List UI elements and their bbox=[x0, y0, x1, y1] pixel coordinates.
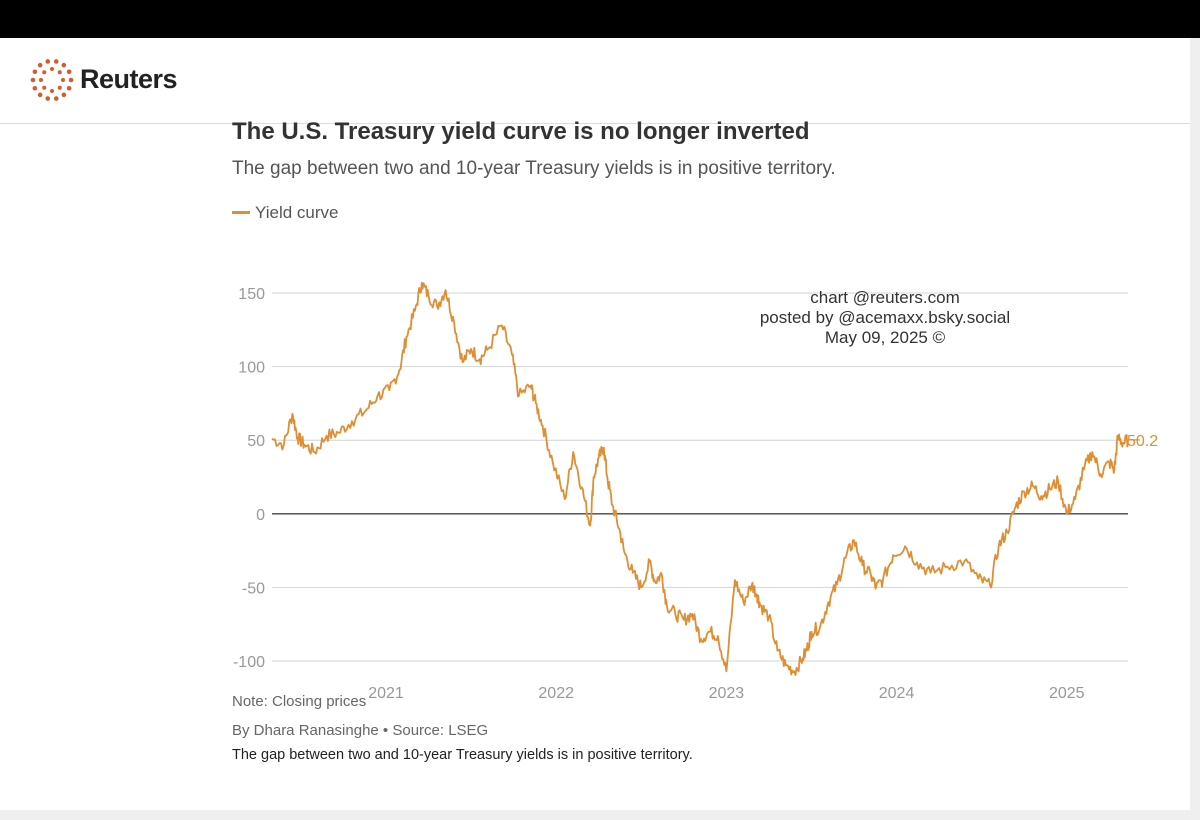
site-header: Reuters bbox=[0, 38, 1190, 124]
y-tick-label: 50 bbox=[247, 433, 265, 450]
y-tick-label: 150 bbox=[238, 286, 265, 303]
chart-legend: Yield curve bbox=[232, 203, 338, 223]
logo-dot bbox=[45, 59, 51, 64]
x-tick-label: 2021 bbox=[368, 685, 404, 702]
logo-dot bbox=[30, 77, 36, 83]
caption: The gap between two and 10-year Treasury… bbox=[232, 747, 693, 763]
watermark-line-2: posted by @acemaxx.bsky.social bbox=[759, 308, 1011, 327]
watermark: chart @reuters.com posted by @acemaxx.bs… bbox=[700, 288, 1070, 348]
x-tick-label: 2023 bbox=[709, 685, 745, 702]
reuters-logo-icon[interactable] bbox=[30, 58, 74, 102]
watermark-line-1: chart @reuters.com bbox=[810, 288, 960, 307]
logo-dot bbox=[50, 67, 54, 71]
logo-dot bbox=[32, 69, 38, 75]
logo-dot bbox=[57, 70, 62, 75]
logo-dot bbox=[39, 78, 43, 82]
logo-dot bbox=[53, 59, 59, 64]
brand-name[interactable]: Reuters bbox=[80, 64, 178, 94]
y-tick-label: 100 bbox=[238, 360, 265, 377]
logo-dot bbox=[61, 62, 67, 68]
chart-subtitle: The gap between two and 10-year Treasury… bbox=[232, 158, 836, 179]
logo-dot bbox=[32, 85, 38, 91]
logo-dot bbox=[50, 89, 54, 93]
y-tick-label: -100 bbox=[233, 654, 265, 671]
logo-dot bbox=[61, 78, 65, 82]
logo-dot bbox=[68, 77, 74, 83]
y-tick-label: -50 bbox=[242, 580, 265, 597]
y-tick-label: 0 bbox=[256, 507, 265, 524]
end-value-label: 50.2 bbox=[1127, 433, 1158, 450]
byline-source: By Dhara Ranasinghe • Source: LSEG bbox=[232, 722, 489, 739]
top-black-bar bbox=[0, 0, 1200, 38]
footnote: Note: Closing prices bbox=[232, 693, 367, 710]
legend-label: Yield curve bbox=[255, 203, 339, 222]
legend-swatch bbox=[232, 210, 250, 214]
logo-dot bbox=[66, 69, 72, 75]
logo-dot bbox=[57, 85, 62, 90]
watermark-line-3: May 09, 2025 © bbox=[824, 328, 946, 347]
logo-dot bbox=[61, 92, 67, 98]
logo-dot bbox=[45, 96, 51, 101]
logo-dot bbox=[53, 96, 59, 101]
x-tick-label: 2024 bbox=[879, 685, 915, 702]
series-line-yield-curve bbox=[271, 281, 1129, 676]
logo-dot bbox=[42, 70, 47, 75]
logo-dot bbox=[42, 85, 47, 90]
logo-dot bbox=[66, 85, 72, 91]
x-tick-label: 2025 bbox=[1049, 685, 1085, 702]
logo-dot bbox=[37, 92, 43, 98]
article-page: Reuters bbox=[0, 38, 1190, 810]
x-tick-label: 2022 bbox=[538, 685, 574, 702]
chart-title: The U.S. Treasury yield curve is no long… bbox=[232, 118, 810, 145]
logo-dot bbox=[37, 62, 43, 68]
